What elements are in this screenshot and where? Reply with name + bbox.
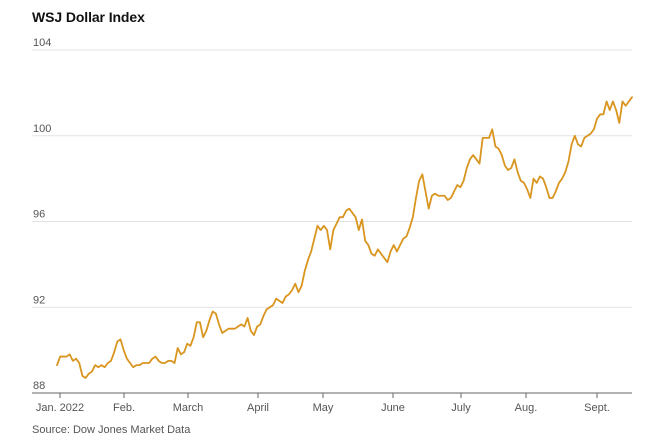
x-tick-label: March [173, 402, 204, 414]
x-tick-label: Jan. 2022 [36, 402, 84, 414]
line-chart: 104 100 96 92 88 Jan. 2022 Feb. March April May Ju… [32, 37, 633, 414]
x-tick-label: July [451, 402, 471, 414]
y-tick-label: 100 [33, 123, 51, 135]
chart-source: Source: Dow Jones Market Data [32, 424, 191, 436]
series-line [56, 96, 633, 379]
x-tick-label: Aug. [515, 402, 538, 414]
y-tick-label: 104 [33, 37, 51, 49]
x-tick-label: Sept. [584, 402, 610, 414]
y-tick-label: 92 [33, 294, 45, 306]
x-tick-label: May [313, 402, 334, 414]
x-tick-label: Feb. [113, 402, 135, 414]
x-tick-label: June [381, 402, 405, 414]
chart-title: WSJ Dollar Index [32, 9, 145, 25]
x-tick-label: April [247, 402, 269, 414]
y-tick-label: 96 [33, 209, 45, 221]
y-tick-label: 88 [33, 380, 45, 392]
